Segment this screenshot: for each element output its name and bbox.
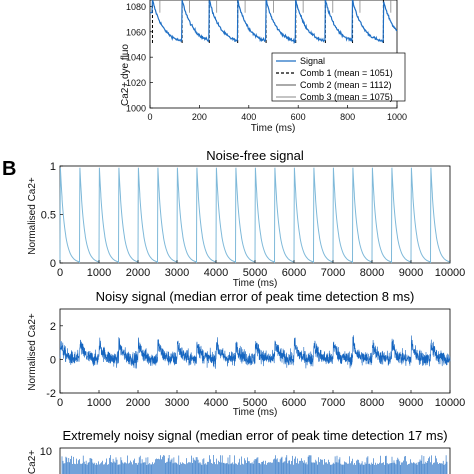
panel-b1-xtick-label: 0 xyxy=(57,267,63,279)
panel-b-letter: B xyxy=(2,158,16,180)
panel-b3-ytick-10: 10 xyxy=(40,446,52,458)
panel-a-ytick-label: 1020 xyxy=(126,78,146,88)
panel-b2-ytick-label: 2 xyxy=(50,321,56,333)
panel-b1-xtick-label: 5000 xyxy=(243,267,267,279)
panel-a-xtick-label: 1000 xyxy=(387,112,407,122)
panel-b2-xtick-label: 1000 xyxy=(87,397,111,409)
legend-entry-comb-1: Comb 1 (mean = 1051) xyxy=(300,68,393,78)
panel-b3-ylabel: Ca2+ xyxy=(27,450,38,474)
panel-b1-ytick-label: 0.5 xyxy=(41,210,56,222)
legend-entry-signal: Signal xyxy=(300,56,325,66)
panel-b1-xtick-label: 10000 xyxy=(435,267,466,279)
panel-b2-xlabel: Time (ms) xyxy=(233,407,278,418)
panel-b1-xtick-label: 9000 xyxy=(399,267,423,279)
panel-a-signal-line xyxy=(150,0,398,45)
panel-b1-xtick-label: 3000 xyxy=(165,267,189,279)
panel-b2-signal-line xyxy=(59,335,451,369)
panel-b3-title: Extremely noisy signal (median error of … xyxy=(62,428,447,443)
panel-b1-x-ticks: 0 1000 2000 3000 4000 5000 6000 7000 8000 9000 100… xyxy=(57,260,465,279)
panel-b3: Extremely noisy signal (median error of … xyxy=(27,428,451,474)
panel-a-ylabel: Ca2+ dye fluo xyxy=(120,44,131,106)
panel-b2-xtick-label: 8000 xyxy=(360,397,384,409)
panel-b3-signal-line xyxy=(61,455,448,474)
panel-a-ytick-label: 1060 xyxy=(126,27,146,37)
panel-b1-xtick-label: 8000 xyxy=(360,267,384,279)
panel-b2-xtick-label: 2000 xyxy=(126,397,150,409)
legend-entry-comb-2: Comb 2 (mean = 1112) xyxy=(300,80,391,90)
panel-a-xtick-label: 400 xyxy=(241,112,256,122)
panel-b2-xtick-label: 5000 xyxy=(243,397,267,409)
panel-a-ytick-label: 1040 xyxy=(126,53,146,63)
panel-b1-ylabel: Normalised Ca2+ xyxy=(27,177,38,255)
panel-b1-xtick-label: 4000 xyxy=(204,267,228,279)
panel-b2-xtick-label: 9000 xyxy=(399,397,423,409)
panel-b1: Noise-free signal 00.51 0 1000 2000 3000 400… xyxy=(27,148,465,289)
panel-b1-xtick-label: 2000 xyxy=(126,267,150,279)
panel-b1-xtick-label: 6000 xyxy=(282,267,306,279)
panel-b2-xtick-label: 10000 xyxy=(435,397,466,409)
panel-b1-signal-line xyxy=(59,167,451,264)
panel-b2-xtick-label: 7000 xyxy=(321,397,345,409)
panel-a-legend: Signal Comb 1 (mean = 1051) Comb 2 (mean… xyxy=(271,52,406,102)
legend-entry-comb-3: Comb 3 (mean = 1075) xyxy=(300,92,393,102)
panel-b1-xtick-label: 7000 xyxy=(321,267,345,279)
panel-b2-xtick-label: 6000 xyxy=(282,397,306,409)
panel-a: 1000 1020 1040 1060 1080 0 200 400 600 800 1000 C… xyxy=(120,0,407,134)
panel-a-xtick-label: 600 xyxy=(291,112,306,122)
panel-a-xtick-label: 800 xyxy=(340,112,355,122)
panel-a-xtick-label: 0 xyxy=(147,112,152,122)
panel-b2-ylabel: Normalised Ca2+ xyxy=(27,313,38,391)
panel-a-xlabel: Time (ms) xyxy=(251,123,296,134)
panel-a-ytick-label: 1000 xyxy=(126,104,146,114)
panel-b2-ytick-label: -2 xyxy=(46,388,56,400)
panel-b1-ytick-label: 0 xyxy=(50,258,56,270)
panel-b1-title: Noise-free signal xyxy=(206,148,304,163)
panel-b1-xtick-label: 1000 xyxy=(87,267,111,279)
panel-a-xtick-label: 200 xyxy=(192,112,207,122)
panel-a-x-ticks: 0 200 400 600 800 1000 xyxy=(147,105,407,122)
panel-a-ytick-label: 1080 xyxy=(126,2,146,12)
panel-b2: Noisy signal (median error of peak time … xyxy=(27,289,465,418)
panel-b2-xtick-label: 4000 xyxy=(204,397,228,409)
panel-b2-x-ticks: 0 1000 2000 3000 4000 5000 6000 7000 8000 9000 100… xyxy=(57,390,465,409)
panel-b2-y-ticks: -2 0 2 xyxy=(46,321,63,400)
panel-b1-y-ticks: 00.51 xyxy=(41,161,63,270)
panel-b2-xtick-label: 0 xyxy=(57,397,63,409)
panel-b1-ytick-label: 1 xyxy=(50,161,56,173)
panel-b2-title: Noisy signal (median error of peak time … xyxy=(96,289,415,304)
panel-b2-ytick-label: 0 xyxy=(50,354,56,366)
panel-b1-xlabel: Time (ms) xyxy=(233,278,278,289)
panel-b2-xtick-label: 3000 xyxy=(165,397,189,409)
